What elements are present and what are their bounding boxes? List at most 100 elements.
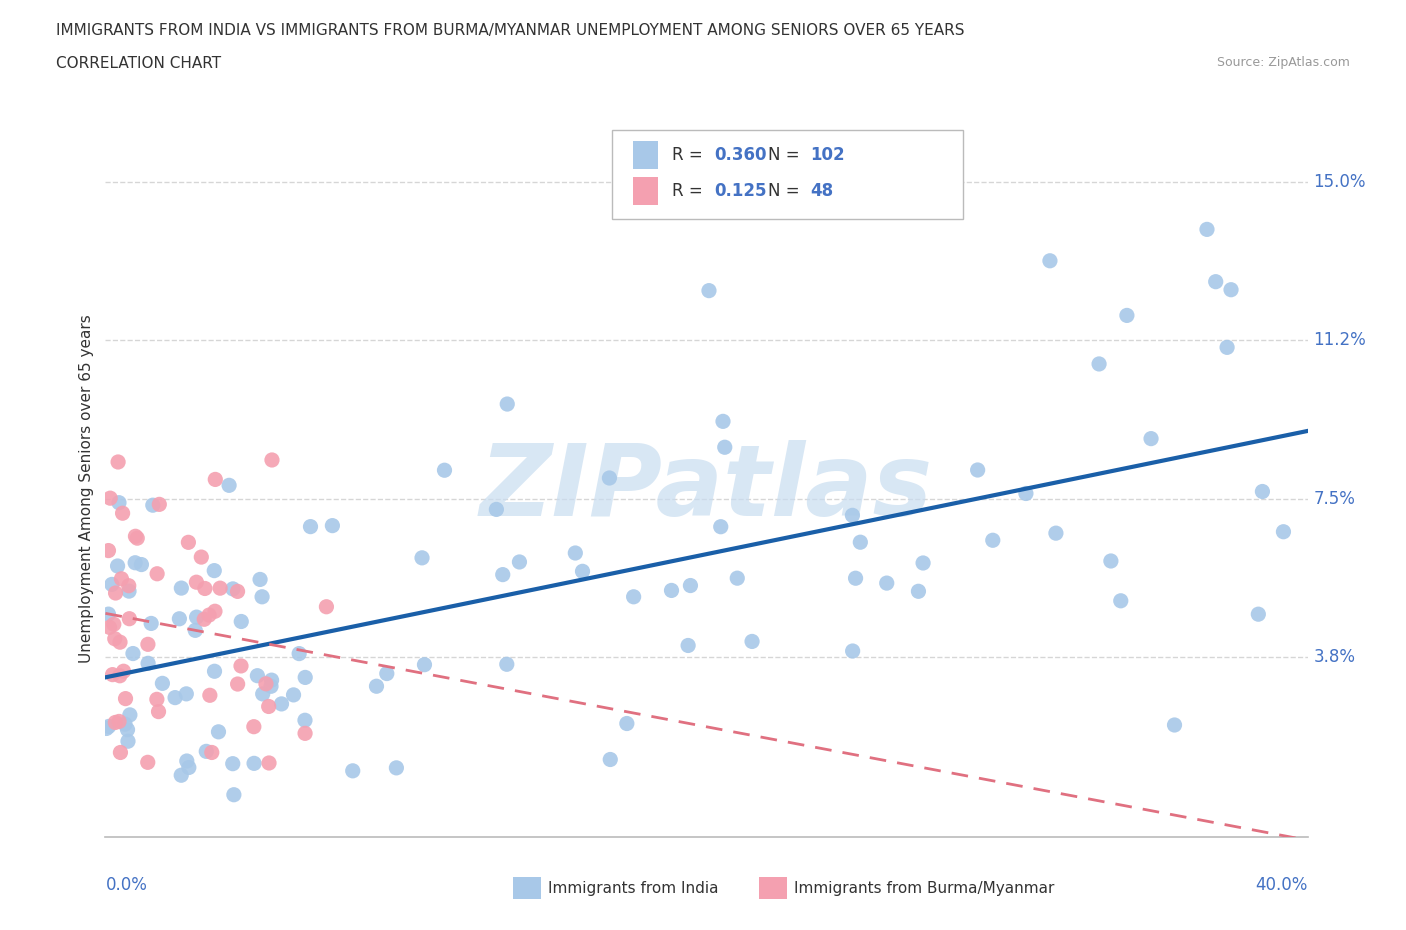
Point — [96, 721, 118, 736]
Point — [841, 508, 863, 523]
Point — [249, 572, 271, 587]
Point — [97, 606, 120, 621]
Point — [1272, 525, 1295, 539]
Point — [124, 555, 146, 570]
Point — [118, 611, 141, 626]
Point — [243, 719, 266, 734]
Point — [966, 462, 988, 477]
Point — [107, 559, 129, 574]
Point — [413, 658, 436, 672]
Point — [260, 679, 283, 694]
Point — [194, 581, 217, 596]
Point — [231, 614, 253, 629]
Point — [170, 768, 193, 783]
Point — [110, 571, 132, 586]
Point — [131, 557, 153, 572]
Point — [598, 471, 620, 485]
Point — [98, 491, 121, 506]
Point — [118, 578, 141, 593]
Point — [101, 667, 124, 682]
Point — [142, 498, 165, 512]
Point — [104, 631, 127, 646]
Point — [1015, 486, 1038, 501]
Point — [148, 704, 170, 719]
Point — [117, 734, 139, 749]
Point — [1039, 253, 1062, 268]
Point — [243, 756, 266, 771]
Text: IMMIGRANTS FROM INDIA VS IMMIGRANTS FROM BURMA/MYANMAR UNEMPLOYMENT AMONG SENIOR: IMMIGRANTS FROM INDIA VS IMMIGRANTS FROM… — [56, 23, 965, 38]
Text: 0.0%: 0.0% — [105, 876, 148, 894]
Point — [184, 623, 207, 638]
Point — [270, 697, 292, 711]
Text: R =: R = — [672, 181, 709, 200]
Point — [1216, 340, 1239, 355]
Text: Immigrants from Burma/Myanmar: Immigrants from Burma/Myanmar — [794, 881, 1054, 896]
Point — [198, 688, 221, 703]
Point — [260, 672, 283, 687]
Point — [209, 580, 232, 595]
Point — [254, 676, 277, 691]
Point — [252, 686, 274, 701]
Point — [202, 564, 225, 578]
Point — [257, 699, 280, 714]
Point — [104, 715, 127, 730]
Text: 0.125: 0.125 — [714, 181, 766, 200]
Point — [366, 679, 388, 694]
Point — [713, 440, 735, 455]
Point — [315, 599, 337, 614]
Point — [1045, 525, 1067, 540]
Point — [496, 396, 519, 411]
Point — [1088, 356, 1111, 371]
Text: 3.8%: 3.8% — [1313, 648, 1355, 666]
Point — [508, 554, 530, 569]
Point — [571, 564, 593, 578]
Point — [495, 657, 517, 671]
Point — [1140, 432, 1163, 446]
Point — [141, 616, 163, 631]
Point — [97, 543, 120, 558]
Point — [97, 719, 120, 734]
Text: 102: 102 — [810, 146, 845, 165]
Point — [288, 646, 311, 661]
Point — [103, 617, 125, 631]
Point — [111, 506, 134, 521]
Point — [1163, 718, 1185, 733]
Point — [246, 669, 269, 684]
Point — [177, 760, 200, 775]
Point — [108, 714, 131, 729]
Point — [112, 664, 135, 679]
Point — [283, 687, 305, 702]
Point — [841, 644, 863, 658]
Y-axis label: Unemployment Among Seniors over 65 years: Unemployment Among Seniors over 65 years — [79, 314, 94, 662]
Point — [104, 586, 127, 601]
Point — [136, 637, 159, 652]
Point — [186, 610, 208, 625]
Point — [294, 726, 316, 741]
Point — [849, 535, 872, 550]
Point — [912, 555, 935, 570]
Text: Source: ZipAtlas.com: Source: ZipAtlas.com — [1216, 56, 1350, 69]
Text: 40.0%: 40.0% — [1256, 876, 1308, 894]
Point — [981, 533, 1004, 548]
Point — [204, 604, 226, 618]
Text: 48: 48 — [810, 181, 832, 200]
Point — [122, 646, 145, 661]
Point — [186, 575, 208, 590]
Point — [623, 590, 645, 604]
Point — [299, 519, 322, 534]
Point — [661, 583, 683, 598]
Point — [148, 497, 170, 512]
Point — [1247, 606, 1270, 621]
Point — [1220, 283, 1243, 298]
Point — [375, 666, 398, 681]
Point — [98, 620, 121, 635]
Point — [114, 691, 136, 706]
Point — [114, 717, 136, 732]
Text: N =: N = — [768, 181, 804, 200]
Point — [260, 453, 283, 468]
Point — [204, 664, 226, 679]
Point — [198, 607, 221, 622]
Point — [433, 463, 456, 478]
Point — [107, 455, 129, 470]
Point — [108, 634, 131, 649]
